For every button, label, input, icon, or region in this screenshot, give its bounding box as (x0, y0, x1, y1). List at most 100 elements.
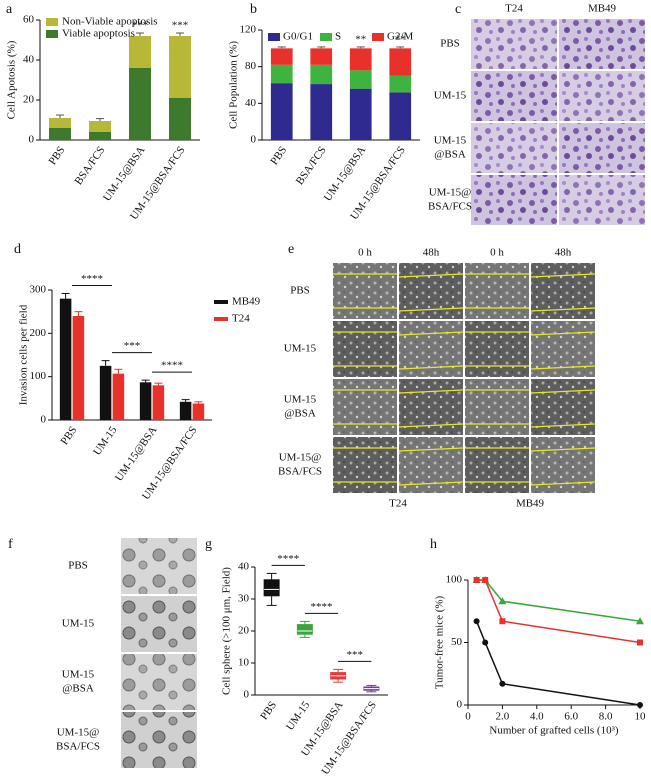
y-tick-label: 100 (446, 574, 463, 586)
micrograph (471, 71, 557, 121)
significance-label: *** (124, 340, 141, 352)
wound-edge (530, 389, 596, 394)
wound-edge (398, 481, 464, 486)
micrograph (121, 538, 197, 594)
bar (112, 373, 125, 420)
column-label: 0 h (490, 247, 504, 259)
marker (473, 577, 480, 583)
bar-segment (270, 64, 293, 84)
legend-label: MB49 (232, 296, 261, 308)
marker (637, 702, 643, 708)
marker (482, 639, 489, 646)
legend-label: Non-Viable apoptosis (62, 16, 158, 28)
row-label: BSA/FCS (56, 741, 100, 753)
significance-label: **** (81, 273, 103, 285)
legend-swatch (214, 317, 228, 321)
bar-segment (310, 84, 333, 140)
y-tick-label: 80 (245, 60, 257, 72)
series-line (476, 579, 641, 644)
micrograph (471, 19, 557, 69)
value-annotation: ** (395, 33, 406, 45)
legend-swatch (320, 33, 332, 41)
y-axis-label: Cell Apotosis (%) (6, 40, 18, 119)
bar-segment (389, 92, 412, 140)
legend-swatch (214, 300, 228, 304)
micrograph (121, 712, 197, 768)
y-tick-label: 200 (30, 327, 47, 339)
y-tick-label: 0 (41, 414, 47, 426)
row-label: UM-15@ (57, 727, 100, 739)
bar (59, 298, 72, 420)
significance-label: *** (347, 649, 364, 661)
micrograph (121, 596, 197, 652)
y-tick-label: 50 (451, 636, 463, 648)
value-annotation: *** (172, 20, 189, 32)
row-label: UM-15 (284, 343, 317, 355)
y-tick-label: 100 (30, 370, 47, 382)
bar-segment (310, 64, 333, 85)
wound-edge (398, 423, 464, 428)
row-label: UM-15@ (279, 452, 322, 464)
series-line (475, 620, 641, 706)
marker (636, 617, 644, 625)
x-tick-label: PBS (58, 424, 79, 447)
x-tick-label: 0 (465, 711, 471, 723)
micrograph (333, 321, 397, 377)
micrograph (471, 175, 557, 225)
bar-segment (349, 48, 372, 71)
footer-label: T24 (389, 498, 407, 510)
x-tick-label: BSA/FCS (72, 144, 107, 187)
micrograph (121, 654, 197, 710)
bar-segment (49, 128, 71, 140)
y-tick-label: 30 (238, 593, 250, 605)
column-label: 0 h (358, 247, 372, 259)
legend-label: G2/M (387, 31, 414, 43)
bar-segment (349, 70, 372, 89)
bar-segment (89, 132, 111, 140)
x-tick-label: 6.0 (564, 711, 578, 723)
y-tick-label: 0 (457, 699, 463, 711)
marker (473, 618, 480, 625)
legend-swatch (46, 18, 58, 26)
wound-edge (530, 307, 596, 312)
micrograph (333, 379, 397, 435)
wound-edge (398, 447, 464, 452)
column-label: 48h (423, 247, 440, 259)
bar-segment (310, 48, 333, 65)
legend-label: S (335, 31, 341, 43)
y-axis-label: Cell sphere (>100 μm, Field) (221, 567, 233, 695)
panel-label: f (8, 537, 13, 552)
x-tick-label: BSA/FCS (294, 144, 329, 187)
row-label: PBS (290, 285, 310, 297)
bar-segment (169, 36, 191, 98)
significance-label: **** (161, 360, 183, 372)
y-tick-label: 40 (23, 54, 35, 66)
y-axis-label: Tumor-free mice (%) (434, 595, 446, 689)
bar-segment (389, 48, 412, 76)
marker (637, 639, 643, 646)
micrograph (465, 321, 529, 377)
x-tick-label: 2.0 (496, 711, 510, 723)
legend-label: T24 (232, 313, 250, 325)
y-tick-label: 40 (245, 97, 257, 109)
panel-label: c (455, 2, 461, 17)
x-tick-label: UM-15@BSA (113, 424, 160, 483)
wound-edge (530, 423, 596, 428)
value-annotation: *** (132, 20, 149, 32)
row-label: @BSA (434, 149, 466, 161)
x-axis-label: Number of grafted cells (10³) (489, 725, 618, 737)
wound-edge (530, 273, 596, 278)
column-label: 48h (555, 247, 572, 259)
legend-swatch (46, 30, 58, 38)
row-label: BSA/FCS (428, 201, 472, 213)
footer-label: MB49 (516, 498, 545, 510)
x-tick-label: UM-15@BSA (101, 144, 148, 203)
row-label: PBS (68, 560, 88, 572)
wound-edge (398, 307, 464, 312)
micrograph (559, 175, 645, 225)
y-tick-label: 10 (238, 657, 250, 669)
row-label: UM-15 (62, 618, 95, 630)
y-tick-label: 0 (29, 134, 35, 146)
y-tick-label: 120 (240, 24, 257, 36)
row-label: UM-15@ (429, 187, 472, 199)
